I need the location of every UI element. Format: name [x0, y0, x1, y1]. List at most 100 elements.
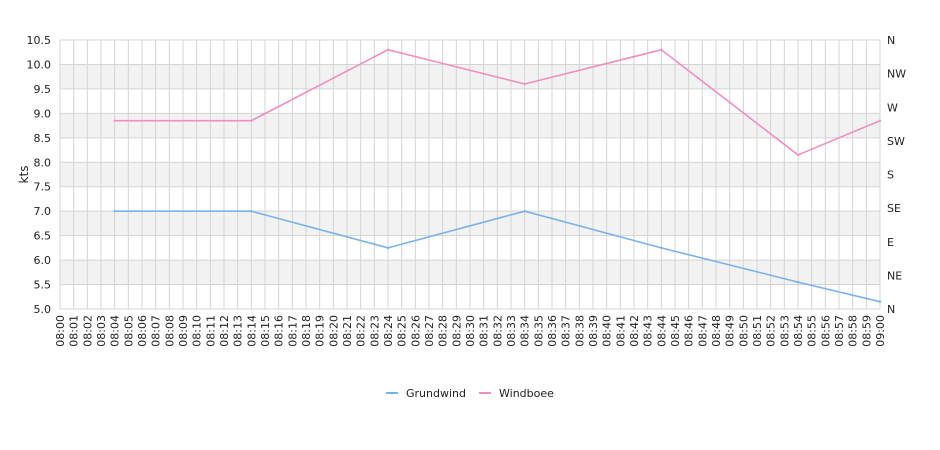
x-tick-label: 08:31: [478, 315, 491, 347]
y-tick-label: 5.0: [34, 303, 52, 316]
x-tick-label: 08:24: [382, 315, 395, 347]
x-axis-ticks: 08:00 08:01 08:02 08:03 08:04 08:05 08:06 08:07…: [54, 315, 887, 347]
data-point-grundwind: [250, 209, 253, 213]
x-tick-label: 08:06: [136, 315, 149, 347]
data-point-windboee: [796, 153, 800, 157]
x-tick-label: 08:25: [396, 315, 409, 347]
x-tick-label: 08:18: [300, 315, 313, 347]
x-tick-label: 08:46: [683, 315, 696, 347]
x-tick-label: 08:14: [245, 315, 258, 347]
data-point-grundwind: [878, 300, 882, 303]
x-tick-label: 08:29: [450, 315, 463, 347]
x-tick-label: 08:00: [54, 315, 67, 347]
x-tick-label: 08:58: [847, 315, 860, 347]
y2-tick-label: SE: [887, 202, 901, 215]
legend-item-grundwind[interactable]: Grundwind: [386, 387, 466, 400]
x-tick-label: 08:43: [642, 315, 655, 347]
x-tick-label: 08:27: [423, 315, 436, 347]
x-tick-label: 08:37: [560, 315, 573, 347]
x-tick-label: 08:34: [519, 315, 532, 347]
y2-tick-label: N: [887, 34, 895, 47]
y-tick-label: 8.5: [34, 132, 52, 145]
series-lines: [113, 48, 882, 303]
x-tick-label: 08:42: [628, 315, 641, 347]
data-point-grundwind: [523, 209, 526, 213]
x-tick-label: 08:03: [95, 315, 108, 347]
y-tick-label: 9.0: [34, 107, 52, 120]
x-tick-label: 08:26: [409, 315, 422, 347]
x-tick-label: 08:01: [68, 315, 81, 347]
y2-tick-label: S: [887, 169, 894, 182]
y-tick-label: 7.0: [34, 205, 52, 218]
y-tick-label: 5.5: [34, 279, 52, 292]
x-tick-label: 08:41: [614, 315, 627, 347]
x-tick-label: 08:40: [601, 315, 614, 347]
x-tick-label: 08:02: [81, 315, 94, 347]
x-tick-label: 08:48: [710, 315, 723, 347]
y2-tick-label: E: [887, 236, 894, 249]
data-point-windboee: [250, 119, 253, 122]
x-tick-label: 08:30: [464, 315, 477, 347]
x-tick-label: 08:22: [355, 315, 368, 347]
data-point-grundwind: [113, 209, 116, 213]
x-tick-label: 08:04: [109, 315, 122, 347]
y-tick-label: 8.0: [34, 156, 52, 169]
x-tick-label: 08:05: [122, 315, 135, 347]
y-tick-label: 10.0: [27, 58, 52, 71]
x-tick-label: 08:36: [546, 315, 559, 347]
legend: Grundwind Windboee: [386, 387, 554, 400]
y-tick-label: 9.5: [34, 83, 52, 96]
y2-tick-label: N: [887, 303, 895, 316]
y-tick-label: 10.5: [27, 34, 52, 47]
x-tick-label: 08:39: [587, 315, 600, 347]
data-point-windboee: [113, 119, 116, 122]
horizontal-gridlines: [60, 39, 880, 310]
data-point-grundwind: [386, 246, 390, 250]
x-tick-label: 08:13: [232, 315, 245, 347]
x-tick-label: 08:16: [273, 315, 286, 347]
legend-label: Windboee: [499, 387, 554, 400]
y-tick-label: 7.5: [34, 181, 52, 194]
y-tick-label: 6.0: [34, 254, 52, 267]
x-tick-label: 08:38: [573, 315, 586, 347]
y2-tick-label: NW: [887, 68, 906, 81]
data-point-grundwind: [660, 246, 663, 250]
x-tick-label: 08:20: [327, 315, 340, 347]
x-tick-label: 08:52: [765, 315, 778, 347]
x-tick-label: 08:50: [737, 315, 750, 347]
x-tick-label: 08:17: [286, 315, 299, 347]
x-tick-label: 08:45: [669, 315, 682, 347]
data-point-windboee: [878, 119, 882, 122]
x-tick-label: 08:47: [696, 315, 709, 347]
x-tick-label: 08:59: [860, 315, 873, 347]
x-tick-label: 08:51: [751, 315, 764, 347]
x-tick-label: 08:07: [150, 315, 163, 347]
x-tick-label: 09:00: [874, 315, 887, 347]
legend-item-windboee[interactable]: Windboee: [479, 387, 554, 400]
y-axis-ticks: 5.0 5.5 6.0 6.5 7.0 7.5 8.0 8.5 9.0 9.5 10.0 10.5: [27, 34, 52, 316]
x-tick-label: 08:23: [368, 315, 381, 347]
data-point-windboee: [386, 48, 390, 51]
y-axis-title: kts: [17, 166, 31, 184]
x-tick-label: 08:44: [655, 315, 668, 347]
data-point-windboee: [523, 82, 526, 86]
x-tick-label: 08:11: [204, 315, 217, 347]
x-tick-label: 08:08: [163, 315, 176, 347]
data-point-grundwind: [796, 280, 800, 284]
x-tick-label: 08:49: [724, 315, 737, 347]
legend-label: Grundwind: [406, 387, 466, 400]
x-tick-label: 08:09: [177, 315, 190, 347]
y2-tick-label: SW: [887, 135, 905, 148]
data-point-windboee: [660, 48, 663, 51]
x-tick-label: 08:54: [792, 315, 805, 347]
vertical-gridlines: [59, 40, 881, 309]
x-tick-label: 08:10: [191, 315, 204, 347]
x-tick-label: 08:57: [833, 315, 846, 347]
x-tick-label: 08:12: [218, 315, 231, 347]
y2-axis-ticks: N NE E SE S SW W NW N: [887, 34, 906, 316]
x-tick-label: 08:56: [819, 315, 832, 347]
y2-tick-label: NE: [887, 269, 902, 282]
x-tick-label: 08:35: [532, 315, 545, 347]
x-tick-label: 08:55: [806, 315, 819, 347]
